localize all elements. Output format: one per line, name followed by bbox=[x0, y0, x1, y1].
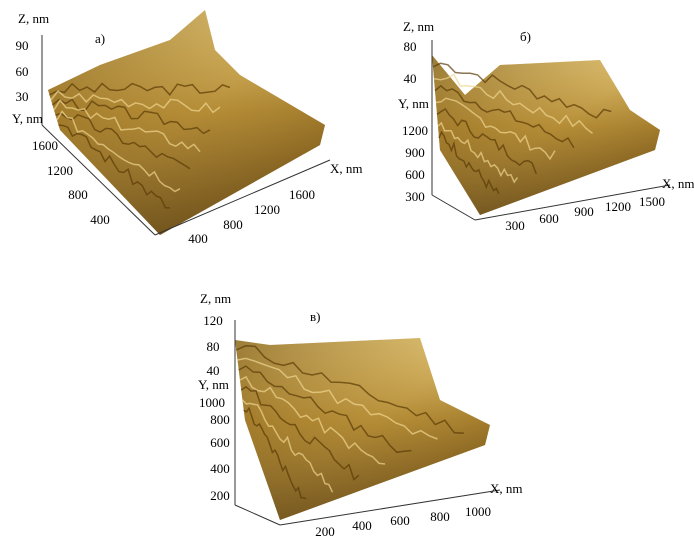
z-tick-label: 120 bbox=[203, 313, 223, 328]
y-axis-title: Y, nm bbox=[398, 96, 429, 111]
y-tick-label: 1200 bbox=[402, 123, 428, 138]
z-tick-label: 90 bbox=[16, 38, 29, 53]
x-tick-label: 400 bbox=[188, 231, 208, 246]
x-tick-label: 200 bbox=[315, 524, 335, 539]
x-tick-label: 300 bbox=[505, 218, 525, 233]
z-axis-title: Z, nm bbox=[403, 19, 434, 34]
axis-line bbox=[432, 195, 475, 220]
x-tick-label: 800 bbox=[430, 509, 450, 524]
x-tick-label: 800 bbox=[223, 217, 243, 232]
x-axis-title: X, nm bbox=[662, 176, 694, 191]
y-axis-title: Y, nm bbox=[198, 377, 229, 392]
x-tick-label: 1200 bbox=[605, 199, 631, 214]
z-axis-title: Z, nm bbox=[18, 11, 49, 26]
z-tick-label: 30 bbox=[16, 89, 29, 104]
y-tick-label: 1000 bbox=[199, 395, 225, 410]
x-tick-label: 600 bbox=[539, 211, 559, 226]
figure: а)Z, nmY, nmX, nm90603016001200800400400… bbox=[0, 0, 694, 541]
x-axis-title: X, nm bbox=[490, 481, 523, 496]
x-tick-label: 900 bbox=[574, 204, 594, 219]
panel-label: в) bbox=[310, 309, 320, 324]
afm-panel: а)Z, nmY, nmX, nm90603016001200800400400… bbox=[12, 10, 363, 246]
y-tick-label: 300 bbox=[405, 189, 425, 204]
y-tick-label: 600 bbox=[405, 167, 425, 182]
z-tick-label: 40 bbox=[207, 363, 220, 378]
y-tick-label: 800 bbox=[210, 412, 230, 427]
y-axis-title: Y, nm bbox=[12, 111, 43, 126]
z-tick-label: 60 bbox=[16, 64, 29, 79]
afm-panel: в) Z, nm Y, nm X, nm 120 80 40 1000 800 600 400 200… bbox=[198, 291, 523, 539]
axis-line bbox=[235, 505, 280, 525]
x-tick-label: 1000 bbox=[465, 504, 491, 519]
x-tick-label: 600 bbox=[390, 513, 410, 528]
panel-label: а) bbox=[95, 31, 105, 46]
surface-shade bbox=[432, 55, 660, 215]
x-axis-title: X, nm bbox=[330, 161, 363, 176]
afm-panel: б) Z, nm Y, nm X, nm 80 40 1200 900 600 300 300 600… bbox=[398, 19, 694, 233]
z-tick-label: 80 bbox=[404, 39, 417, 54]
y-tick-label: 1200 bbox=[47, 163, 73, 178]
y-tick-label: 1600 bbox=[32, 138, 58, 153]
y-tick-label: 400 bbox=[90, 212, 110, 227]
y-tick-label: 600 bbox=[210, 435, 230, 450]
y-tick-label: 900 bbox=[405, 145, 425, 160]
z-axis-title: Z, nm bbox=[200, 291, 231, 306]
x-tick-label: 1200 bbox=[254, 202, 280, 217]
y-tick-label: 800 bbox=[68, 187, 88, 202]
x-tick-label: 400 bbox=[352, 518, 372, 533]
x-tick-label: 1500 bbox=[639, 194, 665, 209]
y-tick-label: 400 bbox=[210, 461, 230, 476]
z-tick-label: 80 bbox=[207, 339, 220, 354]
x-tick-label: 1600 bbox=[289, 187, 315, 202]
z-tick-label: 40 bbox=[404, 71, 417, 86]
surface-shade bbox=[48, 10, 325, 235]
panel-label: б) bbox=[520, 29, 531, 44]
y-tick-label: 200 bbox=[210, 488, 230, 503]
